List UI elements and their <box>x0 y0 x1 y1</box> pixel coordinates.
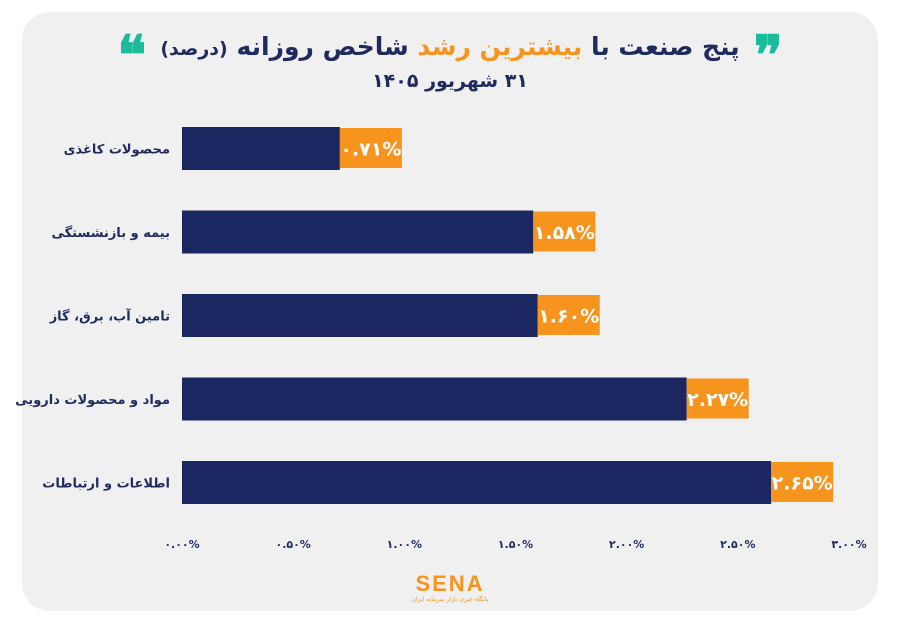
data-label-bg <box>339 128 402 168</box>
data-label: ۲.۲۷% <box>687 389 748 411</box>
sena-logo: SENA پایگاه خبری بازار سرمایه ایران <box>408 572 492 608</box>
title-part2: شاخص روزانه <box>236 31 409 61</box>
category-label: اطلاعات و ارتباطات <box>42 477 170 492</box>
title-highlight: بیشترین رشد <box>417 31 583 61</box>
data-label: ۱.۶۰% <box>538 306 599 328</box>
bar <box>182 461 772 504</box>
chart-date: ۳۱ شهریور ۱۴۰۵ <box>372 70 528 92</box>
data-label: ۲.۶۵% <box>772 473 833 495</box>
logo-tagline: پایگاه خبری بازار سرمایه ایران <box>411 596 489 603</box>
category-label: بیمه و بازنشستگی <box>51 225 170 241</box>
chart-title: پنج صنعت با بیشترین رشد شاخص روزانه (درص… <box>160 32 739 61</box>
x-tick-label: ۳.۰۰% <box>831 538 866 551</box>
quote-open-icon: ❞ <box>753 28 783 64</box>
quote-close-icon: ❝ <box>117 28 147 64</box>
x-tick-label: ۰.۵۰% <box>275 538 310 551</box>
x-tick-label: ۱.۰۰% <box>387 538 422 551</box>
logo-name: SENA <box>415 571 485 596</box>
data-label-bg <box>771 462 834 502</box>
x-tick-label: ۲.۰۰% <box>609 538 644 551</box>
data-label-bg <box>533 211 596 252</box>
category-label: مواد و محصولات دارویی <box>15 393 170 408</box>
x-tick-label: ۱.۵۰% <box>498 538 533 551</box>
data-label-bg <box>537 295 600 335</box>
header: ❞ پنج صنعت با بیشترین رشد شاخص روزانه (د… <box>0 22 900 70</box>
bar <box>182 127 340 170</box>
bar <box>182 210 534 254</box>
data-label: ۰.۷۱% <box>340 139 401 161</box>
data-label-bg <box>686 378 749 419</box>
title-part1: پنج صنعت با <box>590 31 740 61</box>
bar <box>182 377 687 421</box>
x-tick-label: ۰.۰۰% <box>164 538 199 551</box>
x-tick-label: ۲.۵۰% <box>720 538 755 551</box>
title-unit: (درصد) <box>160 37 228 60</box>
data-label: ۱.۵۸% <box>534 222 595 244</box>
category-label: تامین آب، برق، گاز <box>49 308 170 325</box>
bar <box>182 294 538 337</box>
category-label: محصولات کاغذی <box>64 143 170 158</box>
